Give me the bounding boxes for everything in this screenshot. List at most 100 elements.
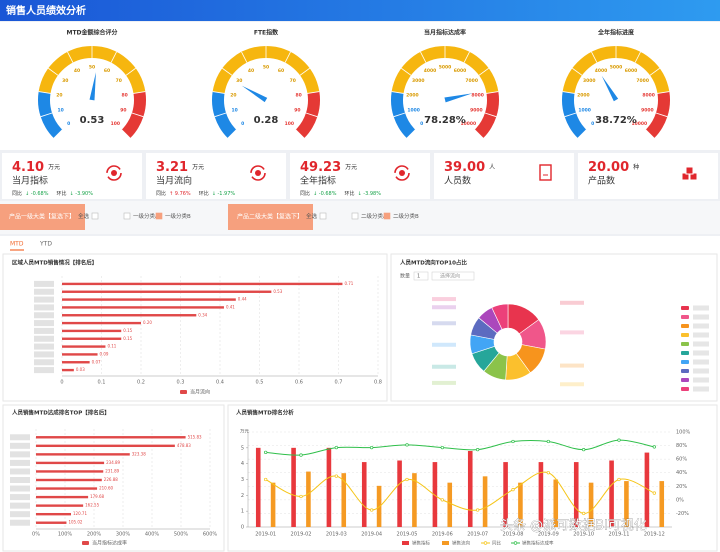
- bar: [36, 478, 102, 482]
- kpi-value: 3.21 万元: [156, 160, 204, 175]
- kpi-label: 产品数: [588, 175, 615, 187]
- gauge-tick: [564, 112, 577, 118]
- checkbox[interactable]: [123, 212, 131, 220]
- y-tick-label: 1: [241, 509, 244, 515]
- checkbox[interactable]: [351, 212, 359, 220]
- checkbox-label: 全选: [78, 212, 90, 220]
- category-blur: [10, 502, 30, 509]
- mom-value: ↓ -3.98%: [358, 191, 382, 197]
- x-tick-label: 0.8: [374, 380, 382, 386]
- gauge-tick-label: 8000: [471, 92, 484, 98]
- kpi-label: 当月指标: [12, 175, 48, 187]
- chart-title: 人员销售MTD达成排名TOP【排名后】: [12, 409, 110, 417]
- bar: [62, 314, 197, 317]
- gauge-tick: [420, 51, 427, 63]
- value-label: 0.15: [123, 328, 132, 333]
- legend-swatch: [402, 541, 409, 545]
- y-tick-label: 4: [241, 461, 244, 467]
- kpi-number: 3.21: [156, 160, 188, 175]
- line-point: [652, 491, 656, 495]
- checkbox[interactable]: [319, 212, 327, 220]
- category-blur: [34, 367, 54, 374]
- line-point: [511, 488, 515, 492]
- bar: [62, 329, 122, 333]
- gauge-needle: [89, 72, 96, 101]
- bar: [412, 473, 417, 527]
- bar: [36, 504, 84, 507]
- kpi-compare: 同比 ↓ -0.68% 环比 ↓ -3.98%: [300, 190, 381, 197]
- gauge-tick-label: 100: [285, 121, 294, 127]
- gauge-tick: [486, 91, 499, 94]
- x-tick-label: 2019-07: [467, 532, 488, 538]
- mom-label: 环比: [56, 190, 66, 197]
- panel: [390, 253, 718, 402]
- gauge-tick: [212, 91, 225, 94]
- gauge-tick: [48, 67, 59, 76]
- value-label: 0.07: [92, 359, 101, 364]
- gauge-title: MTD金额综合评分: [66, 29, 117, 37]
- control-box[interactable]: [413, 271, 429, 281]
- kpi-value: 4.10 万元: [12, 160, 60, 175]
- filter-button[interactable]: [228, 204, 313, 230]
- line-point: [264, 477, 268, 482]
- label-blur: [432, 321, 456, 326]
- gauge-tick-label: 6000: [454, 68, 467, 74]
- y2-tick-label: -20%: [676, 511, 689, 517]
- yoy-value: ↓ -0.68%: [25, 191, 49, 197]
- gauge-tick-label: 50: [89, 65, 95, 71]
- filter-button[interactable]: [0, 204, 85, 230]
- kpi-unit: 种: [633, 163, 639, 171]
- gauge-tick: [591, 51, 598, 63]
- bar: [62, 368, 74, 372]
- x-tick-label: 0.4: [216, 380, 224, 386]
- gauge-tick: [133, 91, 146, 94]
- category-blur: [34, 343, 54, 350]
- gauge-tick-label: 10000: [632, 121, 648, 127]
- legend-swatch: [681, 342, 689, 346]
- legend-blur: [693, 323, 709, 329]
- y2-tick-label: 20%: [676, 484, 687, 490]
- y-tick-label: 2: [241, 493, 244, 499]
- category-blur: [34, 327, 54, 334]
- gauge-tick: [295, 129, 305, 139]
- gauge-tick-label: 0: [67, 121, 70, 127]
- bar: [397, 460, 402, 527]
- value-label: 162.55: [85, 503, 99, 508]
- gauge-tick-label: 0: [591, 121, 594, 127]
- value-label: 0.03: [76, 367, 85, 372]
- bar: [62, 337, 122, 340]
- gauge-tick: [391, 91, 404, 94]
- bar: [306, 471, 311, 527]
- value-label: 210.60: [99, 486, 113, 491]
- value-label: 231.89: [105, 468, 119, 473]
- gauge-tick: [305, 112, 318, 118]
- bar: [609, 460, 614, 527]
- gauge-tick-label: 1000: [407, 108, 420, 114]
- gauge-tick: [463, 51, 470, 63]
- legend-swatch: [681, 369, 689, 373]
- label-blur: [432, 305, 456, 310]
- label-blur: [432, 297, 456, 302]
- kpi-unit: 万元: [48, 164, 60, 171]
- bar: [62, 282, 343, 286]
- x-tick-label: 200%: [87, 532, 102, 538]
- gauge-tick-label: 80: [295, 92, 301, 98]
- gauge-tick-label: 40: [248, 68, 254, 74]
- kpi-value: 39.00 人: [444, 160, 495, 175]
- gauge-tick-label: 20: [56, 92, 62, 98]
- gauge-tick-label: 40: [74, 68, 80, 74]
- control-box[interactable]: [431, 271, 475, 281]
- bar: [573, 462, 579, 527]
- tab[interactable]: YTD: [39, 241, 52, 248]
- y-axis-label: 万元: [240, 429, 249, 435]
- tab[interactable]: MTD: [10, 241, 24, 248]
- legend-swatch: [681, 360, 689, 364]
- gauge-tick-label: 6000: [625, 68, 638, 74]
- gauge-tick-label: 30: [62, 78, 68, 84]
- gauge-tick: [125, 67, 136, 76]
- checkbox[interactable]: [91, 212, 99, 220]
- category-blur: [10, 511, 30, 518]
- bar: [36, 461, 105, 465]
- checkbox[interactable]: [155, 212, 163, 220]
- checkbox[interactable]: [383, 212, 391, 220]
